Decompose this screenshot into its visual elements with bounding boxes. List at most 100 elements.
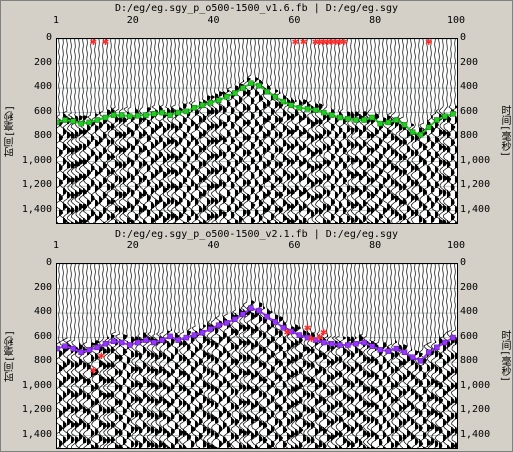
- first-break-pick-point[interactable]: [110, 338, 117, 345]
- outlier-pick-marker[interactable]: ✱: [300, 39, 308, 48]
- first-break-pick-point[interactable]: [264, 313, 270, 320]
- first-break-pick-point[interactable]: [143, 337, 149, 343]
- outlier-pick-marker[interactable]: ✱: [324, 39, 332, 48]
- first-break-pick-point[interactable]: [151, 111, 157, 117]
- outlier-pick-marker[interactable]: ✱: [90, 367, 98, 377]
- first-break-pick-point[interactable]: [240, 85, 246, 91]
- first-break-pick-point[interactable]: [94, 344, 101, 351]
- first-break-pick-point[interactable]: [232, 90, 238, 96]
- first-break-pick-point[interactable]: [434, 117, 440, 123]
- first-break-pick-point[interactable]: [256, 307, 262, 314]
- outlier-pick-marker[interactable]: ✱: [284, 329, 292, 339]
- first-break-pick-point[interactable]: [175, 109, 181, 116]
- first-break-pick-point[interactable]: [328, 112, 335, 118]
- outlier-pick-marker[interactable]: ✱: [332, 39, 340, 48]
- first-break-pick-point[interactable]: [151, 339, 157, 346]
- first-break-pick-point[interactable]: [143, 112, 149, 118]
- first-break-pick-point[interactable]: [450, 334, 456, 341]
- first-break-pick-point[interactable]: [57, 119, 60, 126]
- first-break-pick-point[interactable]: [442, 339, 448, 346]
- first-break-pick-point[interactable]: [78, 349, 84, 356]
- panel-2-seismic-svg[interactable]: ✱✱✱ ✱✱ ✱✱: [57, 264, 457, 448]
- first-break-pick-point[interactable]: [377, 120, 383, 127]
- first-break-pick-point[interactable]: [401, 349, 408, 356]
- outlier-pick-marker[interactable]: ✱: [320, 39, 328, 48]
- outlier-pick-marker[interactable]: ✱: [316, 334, 324, 344]
- first-break-pick-point[interactable]: [353, 117, 359, 123]
- first-break-pick-point[interactable]: [175, 337, 181, 343]
- first-break-pick-point[interactable]: [248, 80, 254, 86]
- first-break-pick-point[interactable]: [272, 93, 278, 100]
- first-break-pick-point[interactable]: [86, 119, 93, 126]
- first-break-pick-point[interactable]: [199, 329, 206, 336]
- first-break-pick-point[interactable]: [369, 343, 375, 349]
- first-break-pick-point[interactable]: [264, 88, 270, 95]
- first-break-pick-point[interactable]: [272, 318, 278, 325]
- first-break-pick-point[interactable]: [312, 107, 319, 113]
- outlier-pick-marker[interactable]: ✱: [90, 39, 98, 48]
- first-break-pick-point[interactable]: [377, 347, 383, 353]
- first-break-pick-point[interactable]: [159, 337, 165, 343]
- first-break-pick-point[interactable]: [425, 349, 432, 356]
- first-break-pick-point[interactable]: [135, 112, 141, 119]
- panel-1-seismic-plot[interactable]: ✱ ✱ ✱ ✱ ✱ ✱ ✱ ✱ ✱ ✱ ✱ ✱ ✱: [56, 38, 458, 224]
- first-break-pick-point[interactable]: [417, 131, 424, 138]
- first-break-pick-point[interactable]: [280, 325, 287, 331]
- first-break-pick-point[interactable]: [450, 111, 456, 117]
- first-break-pick-point[interactable]: [361, 117, 367, 123]
- first-break-pick-point[interactable]: [304, 106, 311, 112]
- first-break-pick-point[interactable]: [199, 102, 206, 108]
- outlier-pick-marker[interactable]: ✱: [308, 335, 316, 345]
- first-break-pick-point[interactable]: [288, 328, 295, 335]
- first-break-pick-point[interactable]: [183, 334, 190, 341]
- first-break-pick-point[interactable]: [110, 112, 117, 118]
- first-break-pick-point[interactable]: [207, 326, 214, 332]
- first-break-pick-point[interactable]: [78, 120, 84, 127]
- outlier-pick-marker[interactable]: ✱: [312, 39, 320, 48]
- first-break-pick-point[interactable]: [70, 118, 76, 124]
- outlier-pick-marker[interactable]: ✱: [425, 39, 433, 48]
- first-break-pick-point[interactable]: [70, 345, 76, 352]
- first-break-pick-point[interactable]: [434, 344, 440, 351]
- first-break-pick-point[interactable]: [312, 337, 319, 343]
- first-break-pick-point[interactable]: [57, 345, 60, 352]
- first-break-pick-point[interactable]: [409, 354, 416, 360]
- first-break-pick-point[interactable]: [215, 322, 222, 329]
- first-break-pick-point[interactable]: [240, 311, 246, 318]
- first-break-pick-point[interactable]: [232, 316, 238, 322]
- first-break-pick-point[interactable]: [102, 114, 109, 121]
- first-break-pick-point[interactable]: [409, 129, 416, 135]
- first-break-pick-point[interactable]: [361, 339, 367, 346]
- first-break-pick-point[interactable]: [256, 82, 262, 89]
- first-break-pick-point[interactable]: [369, 114, 375, 121]
- first-break-pick-point[interactable]: [296, 104, 303, 111]
- outlier-pick-marker[interactable]: ✱: [336, 39, 344, 48]
- first-break-pick-point[interactable]: [126, 342, 133, 348]
- first-break-pick-point[interactable]: [393, 117, 400, 123]
- first-break-pick-point[interactable]: [62, 117, 68, 123]
- first-break-pick-point[interactable]: [191, 332, 198, 338]
- first-break-pick-point[interactable]: [248, 305, 254, 311]
- first-break-pick-point[interactable]: [328, 340, 335, 347]
- first-break-pick-point[interactable]: [288, 102, 295, 108]
- first-break-pick-point[interactable]: [167, 112, 173, 118]
- outlier-pick-marker[interactable]: ✱: [340, 39, 348, 48]
- first-break-pick-point[interactable]: [320, 109, 327, 116]
- first-break-pick-point[interactable]: [320, 339, 327, 346]
- first-break-pick-point[interactable]: [385, 348, 392, 354]
- first-break-pick-point[interactable]: [126, 113, 133, 120]
- first-break-pick-point[interactable]: [118, 339, 125, 346]
- first-break-pick-point[interactable]: [417, 358, 424, 364]
- first-break-pick-point[interactable]: [223, 320, 230, 326]
- first-break-pick-point[interactable]: [94, 117, 101, 123]
- first-break-pick-point[interactable]: [296, 332, 303, 338]
- first-break-pick-point[interactable]: [353, 340, 359, 347]
- first-break-pick-point[interactable]: [345, 342, 351, 348]
- outlier-pick-marker[interactable]: ✱: [316, 39, 324, 48]
- first-break-pick-point[interactable]: [62, 343, 68, 349]
- panel-1-seismic-svg[interactable]: ✱ ✱ ✱ ✱ ✱✱✱✱✱✱✱✱ ✱: [57, 39, 457, 223]
- outlier-pick-marker[interactable]: ✱: [304, 324, 312, 334]
- first-break-pick-point[interactable]: [207, 100, 214, 106]
- first-break-pick-point[interactable]: [337, 114, 343, 121]
- outlier-pick-marker[interactable]: ✱: [98, 352, 106, 362]
